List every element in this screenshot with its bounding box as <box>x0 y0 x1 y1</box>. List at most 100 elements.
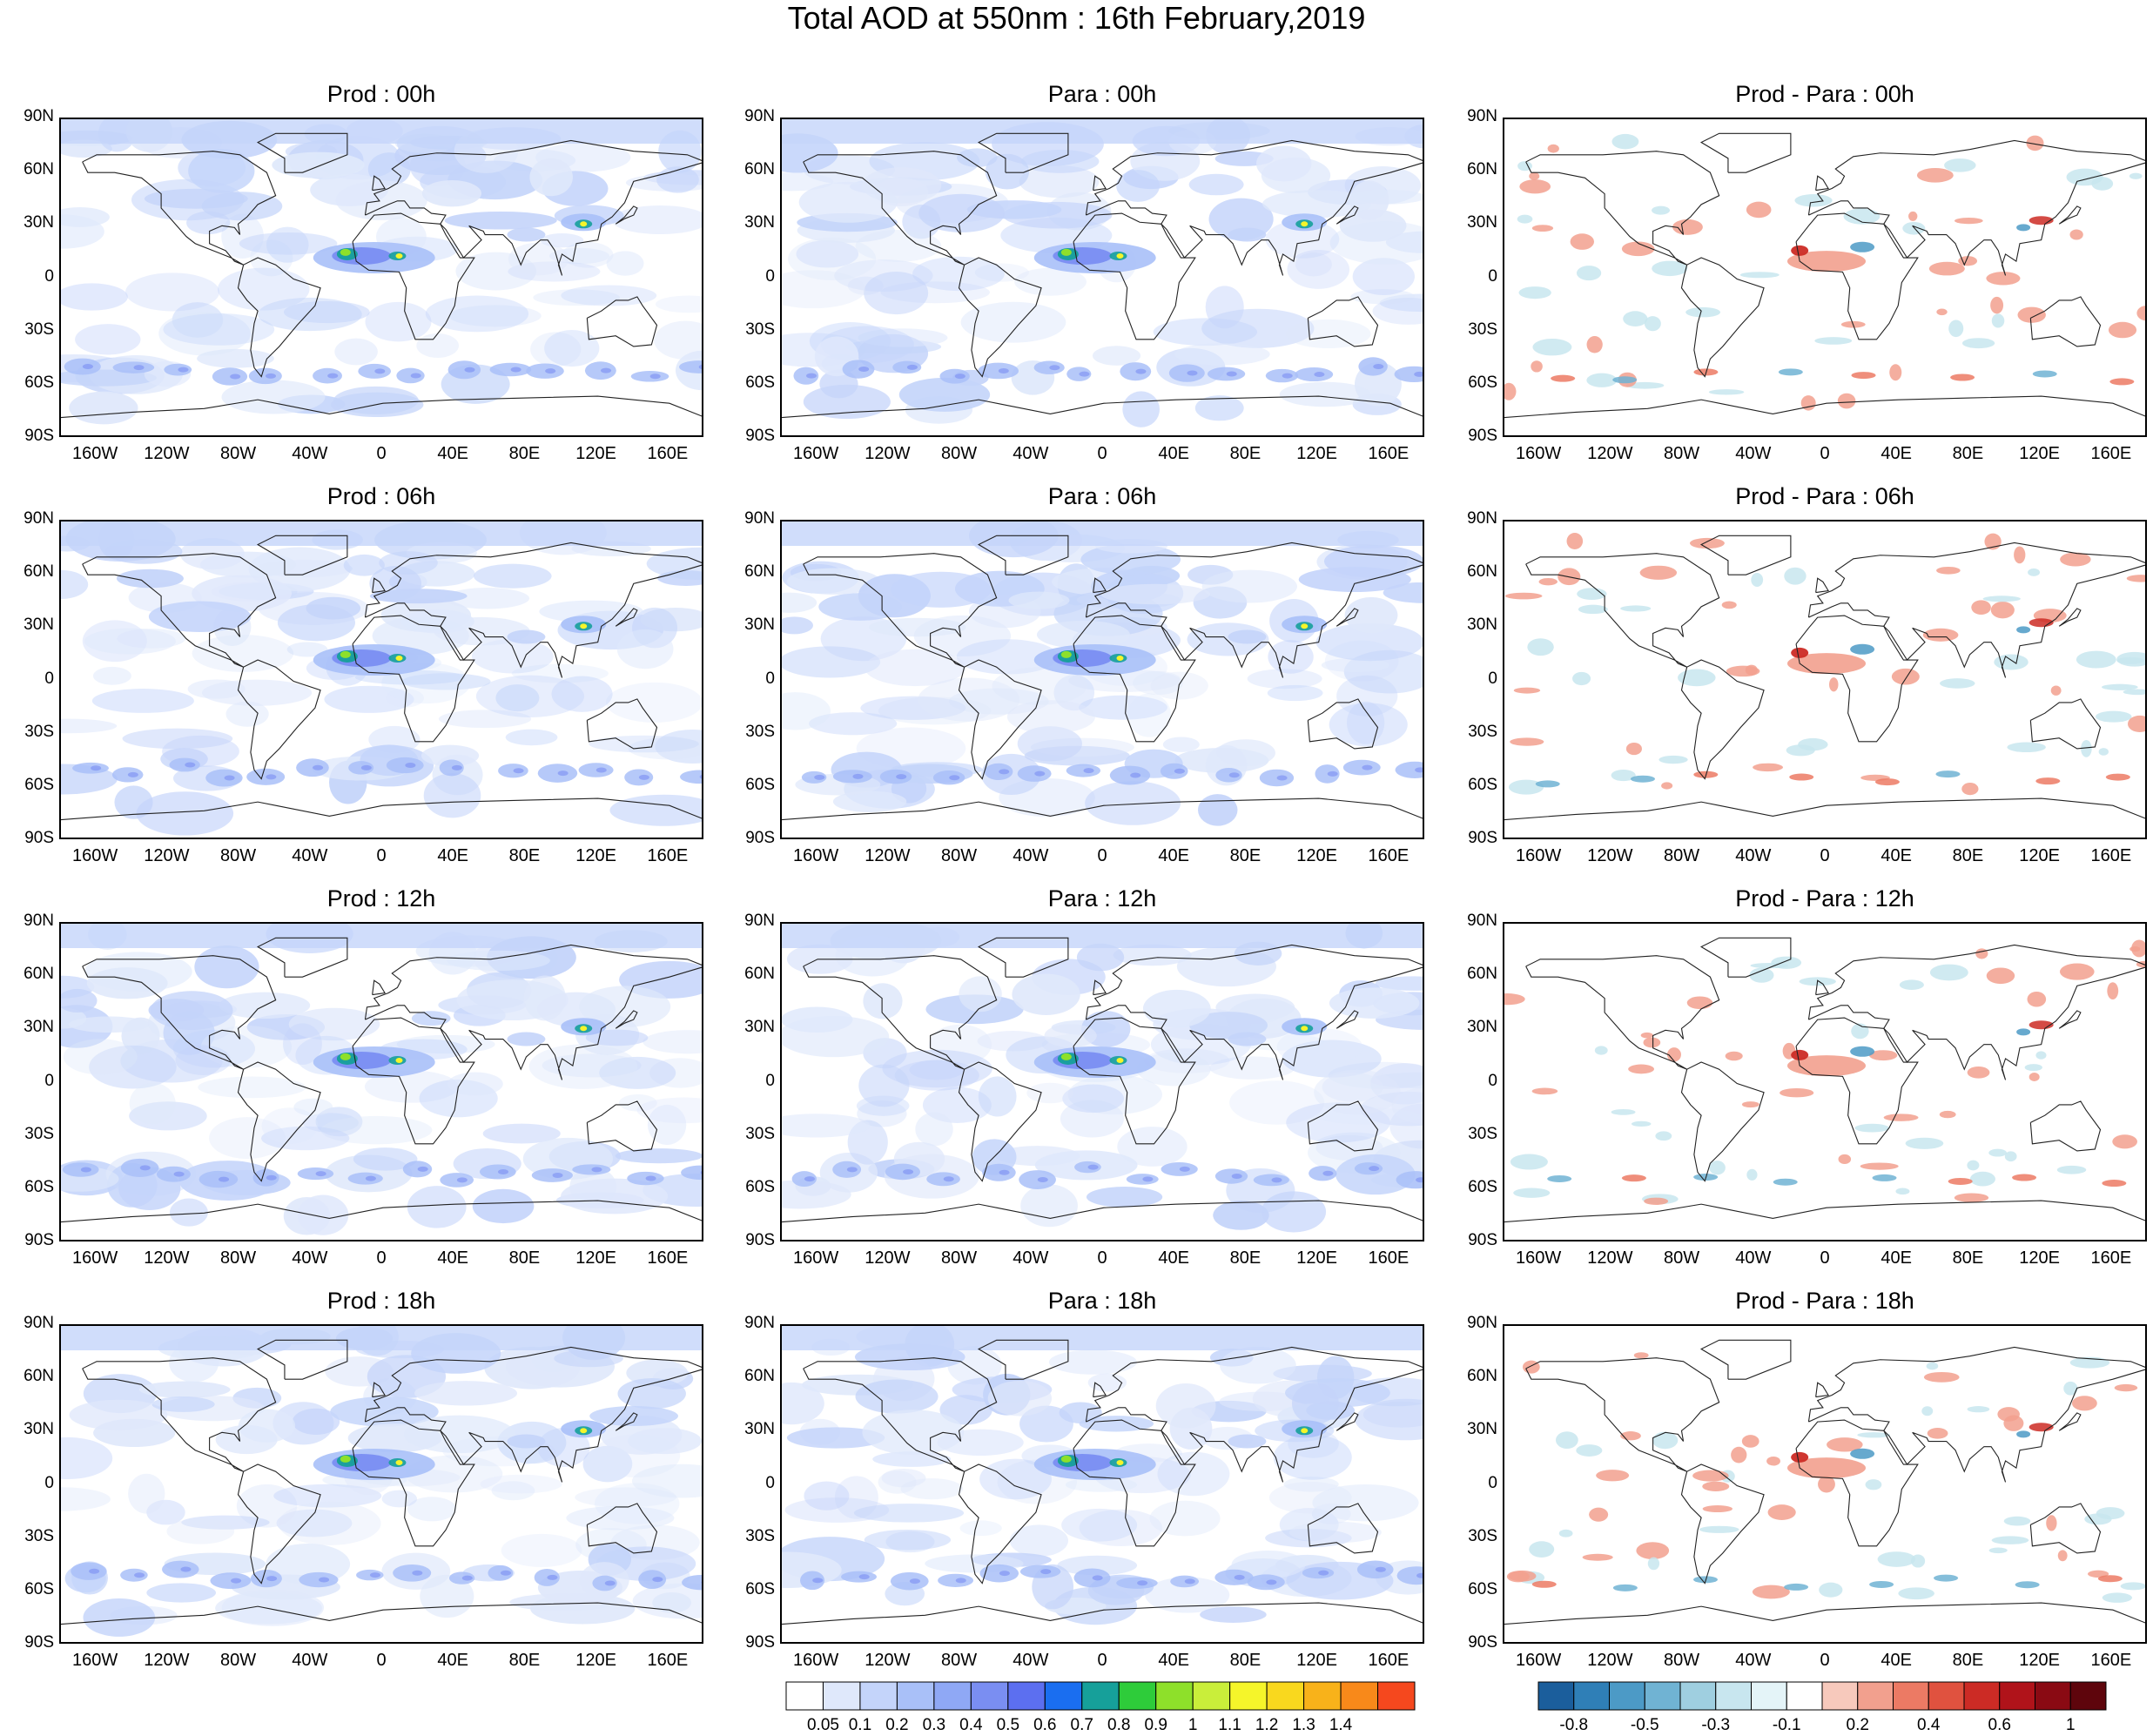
lat-tick-label: 0 <box>765 1473 775 1492</box>
lat-tick-label: 0 <box>1488 669 1497 688</box>
colorbar-swatch <box>1786 1681 1823 1711</box>
diff-swirl <box>2035 777 2061 785</box>
lat-tick-label: 30S <box>745 1526 775 1545</box>
aod-swirl <box>1302 1567 1335 1579</box>
coastline <box>1336 205 1359 225</box>
aod-swirl <box>498 764 528 778</box>
aod-swirl <box>832 770 872 784</box>
panel-title: Prod : 12h <box>326 885 436 912</box>
lon-tick-label: 120E <box>575 1651 617 1670</box>
aod-peak <box>340 1053 351 1060</box>
aod-swirl-core <box>1271 1177 1282 1183</box>
diff-positive <box>1923 1371 1960 1383</box>
colorbar-label: 0.3 <box>922 1716 946 1734</box>
aod-patch <box>238 1409 296 1443</box>
aod-patch <box>864 271 929 315</box>
diff-swirl <box>1948 1177 1973 1185</box>
aod-swirl-core <box>1375 1566 1386 1572</box>
aod-patch <box>1228 227 1267 242</box>
aod-swirl <box>832 1161 862 1178</box>
diff-negative <box>1611 1109 1636 1115</box>
diff-negative <box>1967 1160 1980 1171</box>
diff-negative <box>2016 626 2031 634</box>
aod-patch <box>421 744 480 767</box>
coastline <box>256 132 348 173</box>
aod-swirl <box>356 1569 384 1581</box>
aod-patch <box>116 569 184 589</box>
diff-positive <box>1529 172 1540 180</box>
diff-negative <box>2056 1165 2087 1174</box>
lon-tick-label: 0 <box>376 444 387 463</box>
aod-patch <box>891 571 992 608</box>
aod-patch <box>1200 1606 1267 1623</box>
colorbar-swatch <box>1155 1681 1194 1711</box>
aod-patch <box>1087 1373 1127 1392</box>
coastline <box>782 395 1423 419</box>
lon-tick-label: 120E <box>575 444 617 463</box>
aod-patch <box>416 333 460 359</box>
aod-patch <box>1019 165 1100 198</box>
diff-positive <box>1586 336 1603 353</box>
aod-peak <box>340 650 351 658</box>
coastline <box>803 553 998 668</box>
colorbar-label: 0.2 <box>1846 1716 1869 1734</box>
aod-patch <box>1078 695 1167 720</box>
aod-swirl-core <box>1083 768 1094 774</box>
aod-patch <box>1127 693 1172 737</box>
map-panel <box>780 922 1424 1241</box>
diff-positive <box>1725 1051 1743 1061</box>
aod-patch <box>172 1029 256 1068</box>
aod-patch <box>1133 670 1183 696</box>
lat-tick-label: 60S <box>1468 373 1497 392</box>
lon-tick-label: 120W <box>144 1651 190 1670</box>
diff-negative <box>1708 389 1745 395</box>
aod-swirl <box>198 1170 239 1188</box>
aod-patch <box>858 328 948 347</box>
map-panel <box>1503 1324 2147 1644</box>
lat-tick-label: 90S <box>1468 829 1497 847</box>
aod-patch <box>1194 395 1244 421</box>
diff-negative <box>1850 1046 1875 1057</box>
aod-patch <box>912 256 1005 292</box>
aod-swirl <box>679 360 702 373</box>
diff-swirl <box>1621 1174 1646 1182</box>
diff-negative <box>1699 1525 1739 1533</box>
aod-swirl-core <box>266 1174 277 1181</box>
coastline <box>1504 1200 2145 1223</box>
aod-swirl <box>1109 765 1151 785</box>
aod-patch <box>1092 346 1141 366</box>
coastline <box>1807 1346 2145 1483</box>
diff-positive <box>1889 364 1902 381</box>
colorbar-label: 1.2 <box>1255 1716 1279 1734</box>
aod-patch <box>1201 569 1298 603</box>
aod-patch <box>885 1531 935 1553</box>
aod-patch <box>529 158 573 197</box>
aod-swirl <box>299 1571 339 1588</box>
aod-patch <box>1329 703 1408 747</box>
aod-swirl <box>531 1168 574 1182</box>
diff-negative <box>1655 1131 1672 1141</box>
coastline <box>782 1602 1423 1625</box>
coastline <box>1525 553 1720 668</box>
colorbar-label: 0.4 <box>1917 1716 1941 1734</box>
diff-positive <box>2046 1515 2057 1531</box>
aod-patch <box>188 149 255 193</box>
diff-positive <box>1800 395 1816 411</box>
diff-negative <box>1709 1161 1726 1175</box>
lat-tick-label: 30S <box>24 320 54 339</box>
aod-swirl <box>348 761 374 775</box>
aod-swirl-core <box>1187 370 1198 376</box>
colorbar-swatch <box>1679 1681 1717 1711</box>
aod-swirl-core <box>652 1577 663 1583</box>
aod-swirl-core <box>557 770 569 777</box>
aod-patch <box>1295 252 1332 277</box>
colorbar-swatch <box>859 1681 898 1711</box>
map-panel <box>59 922 703 1241</box>
coastline <box>586 1100 658 1152</box>
lon-tick-label: 160E <box>2090 846 2132 865</box>
colorbar-label: 1.4 <box>1329 1716 1353 1734</box>
aod-swirl-core <box>1266 1579 1277 1585</box>
coastline <box>364 139 702 276</box>
diff-negative <box>1611 133 1639 150</box>
aod-swirl <box>64 358 101 375</box>
